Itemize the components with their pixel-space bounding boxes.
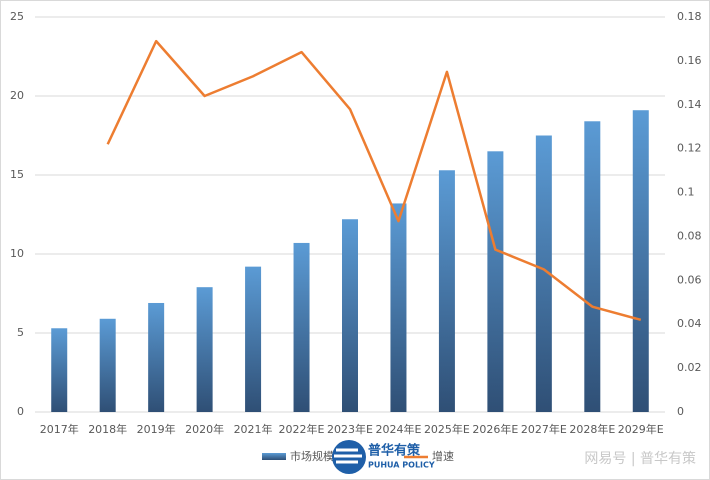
legend: 市场规模 增速 xyxy=(262,449,454,463)
bar xyxy=(390,203,407,412)
y2-tick-label: 0.02 xyxy=(677,361,702,374)
bar xyxy=(293,242,310,412)
bar xyxy=(342,219,358,412)
bar xyxy=(584,121,601,412)
y2-tick-label: 0.18 xyxy=(677,10,702,23)
bar xyxy=(99,318,116,412)
y-tick-label: 5 xyxy=(17,326,24,339)
x-tick-label: 2025年E xyxy=(424,422,470,436)
x-tick-label: 2027年E xyxy=(521,422,567,436)
bar xyxy=(535,135,552,412)
y2-tick-label: 0.04 xyxy=(677,317,702,330)
legend-swatch xyxy=(262,453,286,460)
bar xyxy=(148,302,165,412)
bar xyxy=(438,170,455,412)
x-tick-label: 2028年E xyxy=(569,422,615,436)
bar xyxy=(51,328,68,412)
bar xyxy=(196,287,213,412)
x-tick-label: 2017年 xyxy=(40,422,79,436)
y-tick-label: 0 xyxy=(17,405,24,418)
y-tick-label: 10 xyxy=(10,247,24,260)
y-tick-label: 25 xyxy=(10,10,24,23)
y2-tick-label: 0.1 xyxy=(677,186,695,199)
y2-tick-label: 0 xyxy=(677,405,684,418)
y2-tick-label: 0.14 xyxy=(677,98,702,111)
watermark-cn: 普华有策 xyxy=(368,443,421,459)
line xyxy=(106,39,642,322)
y-tick-label: 20 xyxy=(10,89,24,102)
x-tick-label: 2018年 xyxy=(88,422,127,436)
x-tick-label: 2023年E xyxy=(327,422,373,436)
y2-tick-label: 0.12 xyxy=(677,142,702,155)
y2-tick-label: 0.08 xyxy=(677,229,702,242)
bar xyxy=(632,110,649,412)
legend-label: 增速 xyxy=(432,449,454,463)
x-tick-label: 2022年E xyxy=(279,422,325,436)
y2-tick-label: 0.06 xyxy=(677,273,702,286)
watermark-en: PUHUA POLICY xyxy=(368,461,435,470)
bar xyxy=(245,266,262,412)
legend-label: 市场规模 xyxy=(290,449,334,463)
watermark-logo: 普华有策 PUHUA POLICY xyxy=(332,440,435,474)
x-tick-label: 2021年 xyxy=(234,422,273,436)
x-tick-label: 2020年 xyxy=(185,422,224,436)
watermark-source: 网易号 | 普华有策 xyxy=(584,450,696,467)
x-tick-label: 2024年E xyxy=(375,422,421,436)
bar xyxy=(487,151,504,413)
x-tick-label: 2026年E xyxy=(472,422,518,436)
y-tick-label: 15 xyxy=(10,168,24,181)
x-tick-label: 2019年 xyxy=(137,422,176,436)
x-tick-label: 2029年E xyxy=(618,422,664,436)
y2-tick-label: 0.16 xyxy=(677,54,702,67)
